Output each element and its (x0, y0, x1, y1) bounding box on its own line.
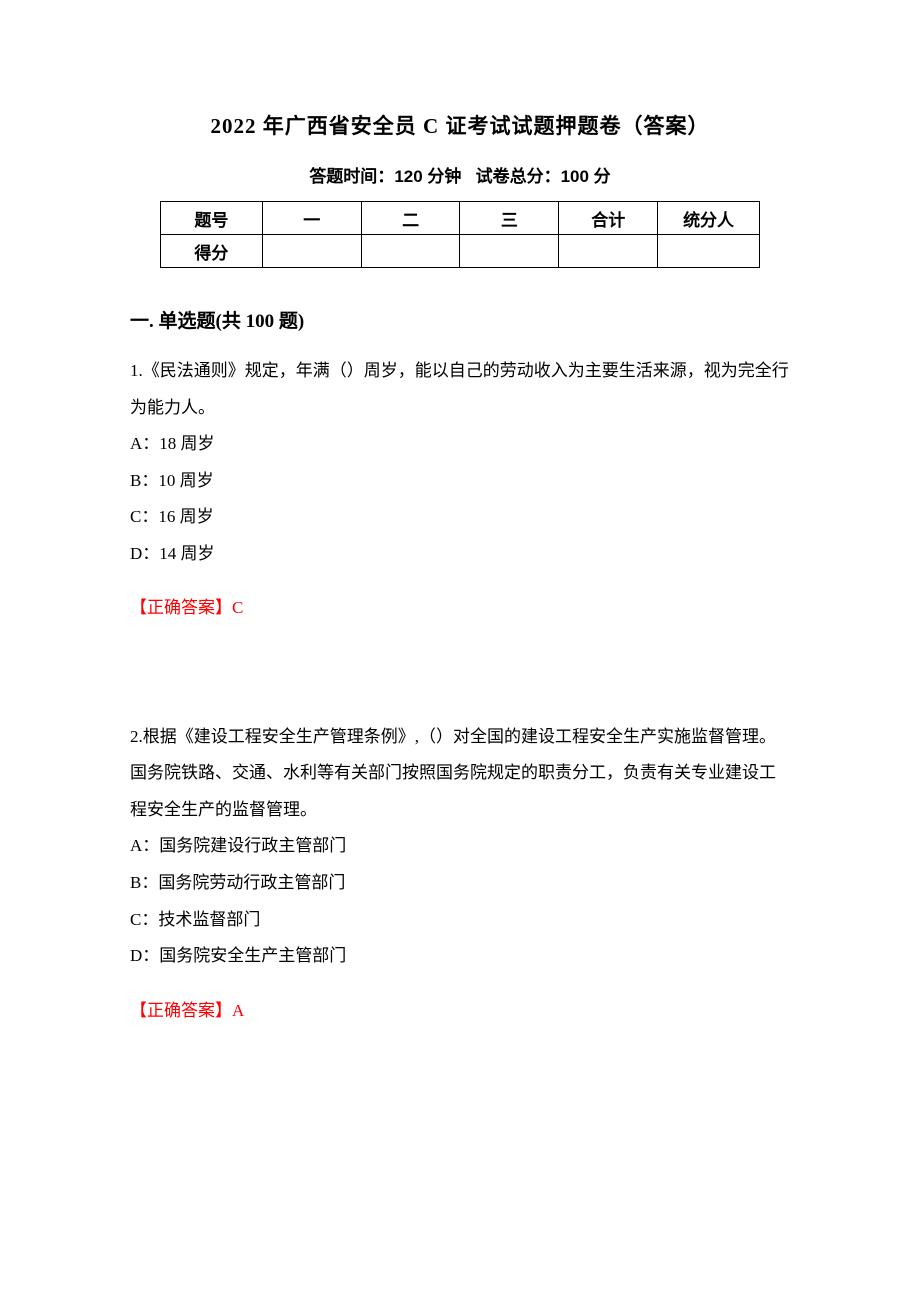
score-cell-empty (361, 235, 460, 268)
score-label: 试卷总分： (476, 167, 561, 186)
score-table: 题号 一 二 三 合计 统分人 得分 (160, 201, 760, 268)
score-header-cell: 三 (460, 202, 559, 235)
score-cell-empty (559, 235, 658, 268)
answer-line: 【正确答案】A (130, 993, 790, 1030)
exam-title: 2022 年广西省安全员 C 证考试试题押题卷（答案） (130, 110, 790, 140)
score-cell-empty (262, 235, 361, 268)
score-value: 100 分 (561, 167, 611, 186)
table-row: 得分 (161, 235, 760, 268)
question-option: B：国务院劳动行政主管部门 (130, 865, 790, 902)
score-header-cell: 合计 (559, 202, 658, 235)
section-heading: 一. 单选题(共 100 题) (130, 306, 790, 333)
time-label: 答题时间： (309, 167, 394, 186)
answer-line: 【正确答案】C (130, 590, 790, 627)
question-option: B：10 周岁 (130, 463, 790, 500)
score-header-cell: 二 (361, 202, 460, 235)
question-option: D：14 周岁 (130, 536, 790, 573)
question-text: 根据《建设工程安全生产管理条例》,（）对全国的建设工程安全生产实施监督管理。国务… (130, 727, 776, 819)
exam-page: 2022 年广西省安全员 C 证考试试题押题卷（答案） 答题时间：120 分钟 … (0, 0, 920, 1302)
question-option: A：18 周岁 (130, 426, 790, 463)
score-header-cell: 题号 (161, 202, 263, 235)
table-row: 题号 一 二 三 合计 统分人 (161, 202, 760, 235)
score-cell-empty (460, 235, 559, 268)
question-option: C：技术监督部门 (130, 902, 790, 939)
question-option: C：16 周岁 (130, 499, 790, 536)
question-block: 2.根据《建设工程安全生产管理条例》,（）对全国的建设工程安全生产实施监督管理。… (130, 719, 790, 975)
exam-subtitle: 答题时间：120 分钟 试卷总分：100 分 (130, 162, 790, 187)
question-text: 《民法通则》规定，年满（）周岁，能以自己的劳动收入为主要生活来源，视为完全行为能… (130, 361, 789, 417)
question-number: 2. (130, 727, 143, 746)
question-block: 1.《民法通则》规定，年满（）周岁，能以自己的劳动收入为主要生活来源，视为完全行… (130, 353, 790, 572)
question-option: A：国务院建设行政主管部门 (130, 828, 790, 865)
question-option: D：国务院安全生产主管部门 (130, 938, 790, 975)
score-header-cell: 一 (262, 202, 361, 235)
question-stem: 1.《民法通则》规定，年满（）周岁，能以自己的劳动收入为主要生活来源，视为完全行… (130, 353, 790, 426)
score-row-label: 得分 (161, 235, 263, 268)
score-header-cell: 统分人 (658, 202, 760, 235)
question-number: 1. (130, 361, 143, 380)
score-cell-empty (658, 235, 760, 268)
question-stem: 2.根据《建设工程安全生产管理条例》,（）对全国的建设工程安全生产实施监督管理。… (130, 719, 790, 829)
time-value: 120 分钟 (394, 167, 461, 186)
